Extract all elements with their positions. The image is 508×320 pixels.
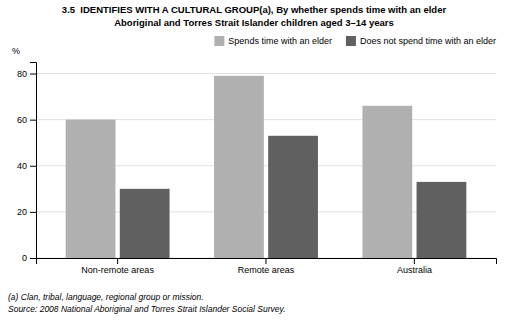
bar bbox=[362, 106, 412, 258]
legend-item: Spends time with an elder bbox=[214, 36, 332, 46]
subtitle: Aboriginal and Torres Strait Islander ch… bbox=[114, 17, 394, 28]
y-axis-label: % bbox=[12, 46, 20, 56]
footnote: Source: 2008 National Aboriginal and Tor… bbox=[8, 304, 286, 314]
title: 3.5 IDENTIFIES WITH A CULTURAL GROUP(a),… bbox=[62, 4, 447, 15]
y-tick-label: 0 bbox=[22, 253, 27, 263]
y-axis: 0 20 40 60 80 bbox=[17, 63, 37, 264]
y-tick-label: 20 bbox=[17, 207, 27, 217]
legend-swatch bbox=[214, 36, 224, 46]
y-tick-label: 40 bbox=[17, 161, 27, 171]
footnote: (a) Clan, tribal, language, regional gro… bbox=[8, 292, 204, 302]
bar bbox=[214, 76, 264, 258]
y-tick-mark bbox=[30, 258, 36, 259]
chart: 3.5 IDENTIFIES WITH A CULTURAL GROUP(a),… bbox=[0, 0, 508, 320]
legend: Spends time with an elder Does not spend … bbox=[214, 36, 496, 46]
series bbox=[66, 76, 413, 258]
y-axis-line bbox=[30, 63, 37, 259]
y-tick: 40 bbox=[17, 161, 36, 171]
x-axis: Non-remote areas Remote areas Australia bbox=[37, 258, 497, 275]
x-tick-label: Australia bbox=[397, 265, 432, 275]
y-tick: 0 bbox=[22, 253, 36, 263]
x-tick-mark bbox=[266, 258, 267, 264]
bars bbox=[66, 76, 467, 258]
x-tick: Australia bbox=[397, 258, 432, 275]
grid bbox=[36, 74, 496, 258]
x-tick-mark bbox=[117, 258, 118, 264]
x-axis-line bbox=[37, 259, 497, 265]
bar bbox=[66, 120, 116, 258]
bar bbox=[268, 136, 318, 258]
legend-swatch bbox=[346, 36, 356, 46]
x-tick: Remote areas bbox=[238, 258, 295, 275]
bar bbox=[120, 189, 170, 258]
y-tick: 60 bbox=[17, 115, 36, 125]
legend-item: Does not spend time with an elder bbox=[346, 36, 496, 46]
x-tick: Non-remote areas bbox=[81, 258, 154, 275]
plot: 0 20 40 60 80 Non-remote areas Remote areas Aus… bbox=[17, 63, 497, 276]
y-tick: 80 bbox=[17, 69, 36, 79]
y-tick-mark bbox=[30, 74, 36, 75]
y-tick-label: 80 bbox=[17, 69, 27, 79]
y-tick-mark bbox=[30, 166, 36, 167]
bar bbox=[417, 182, 467, 258]
x-tick-label: Remote areas bbox=[238, 265, 295, 275]
grid-line bbox=[36, 73, 496, 74]
y-tick-mark bbox=[30, 120, 36, 121]
series bbox=[120, 136, 467, 258]
y-tick: 20 bbox=[17, 207, 36, 217]
legend-label: Does not spend time with an elder bbox=[360, 36, 496, 46]
x-tick-mark bbox=[414, 258, 415, 264]
y-tick-mark bbox=[30, 212, 36, 213]
x-tick-label: Non-remote areas bbox=[81, 265, 154, 275]
y-tick-label: 60 bbox=[17, 115, 27, 125]
legend-label: Spends time with an elder bbox=[228, 36, 332, 46]
